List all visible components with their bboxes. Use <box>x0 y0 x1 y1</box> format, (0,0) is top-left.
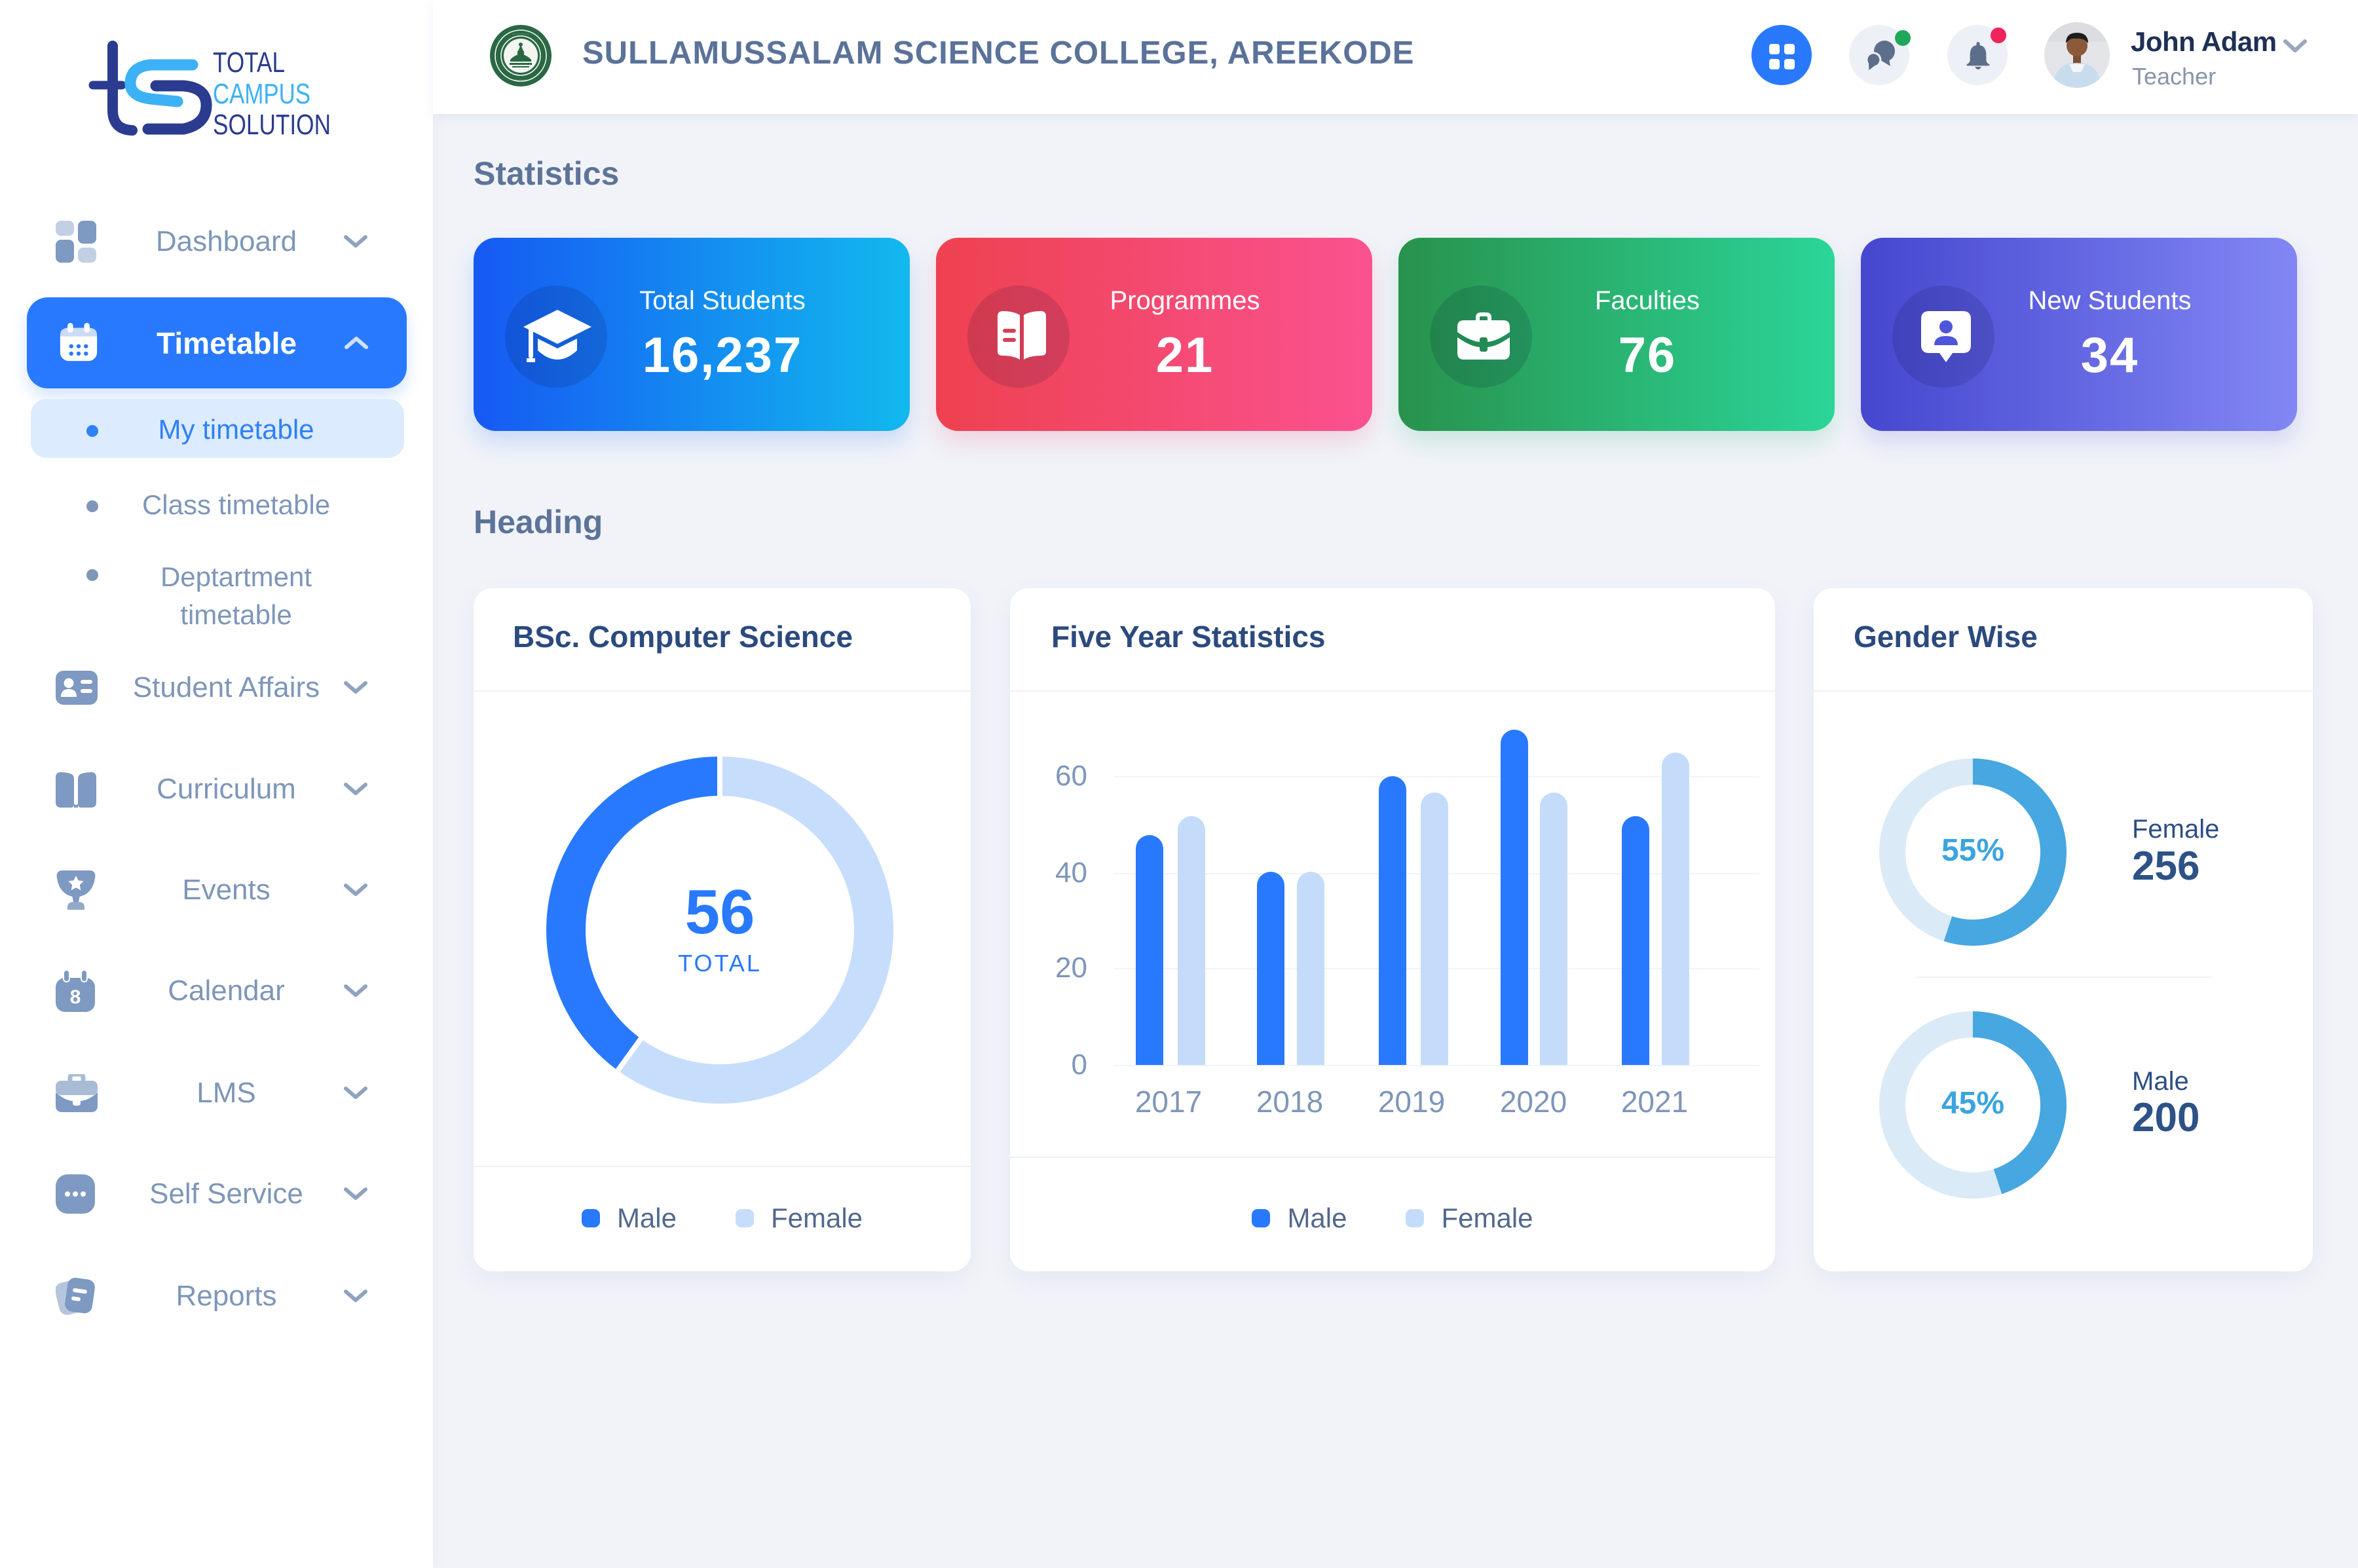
svg-text:SOLUTION: SOLUTION <box>213 109 331 141</box>
svg-text:········: ········ <box>515 78 527 83</box>
svg-text:···········: ··········· <box>512 32 529 37</box>
svg-text:TOTAL: TOTAL <box>213 47 285 79</box>
svg-text:8: 8 <box>70 986 81 1008</box>
svg-text:CAMPUS: CAMPUS <box>213 78 310 110</box>
